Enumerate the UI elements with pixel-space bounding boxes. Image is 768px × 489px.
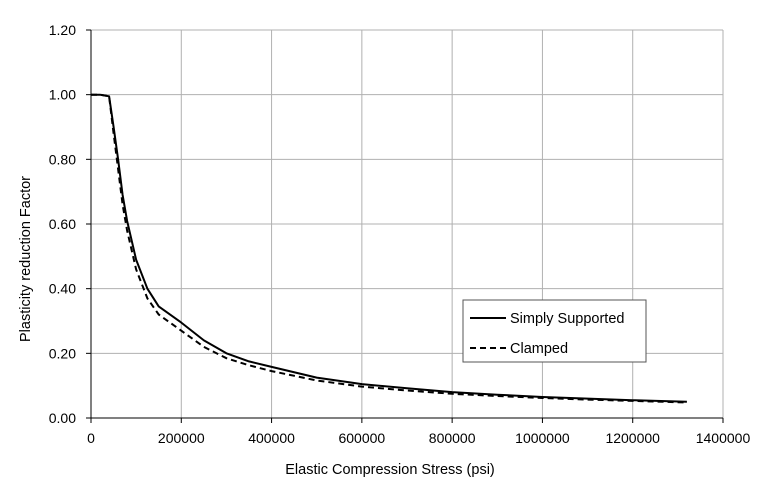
y-tick-label: 0.40 [49, 281, 76, 297]
y-tick-label: 1.20 [49, 22, 76, 38]
y-tick-label: 0.60 [49, 216, 76, 232]
x-tick-label: 1200000 [605, 430, 660, 446]
y-tick-label: 1.00 [49, 87, 76, 103]
x-tick-label: 600000 [338, 430, 385, 446]
x-tick-label: 1000000 [515, 430, 570, 446]
series-lines [91, 93, 687, 404]
grid [91, 29, 724, 418]
x-tick-label: 1400000 [696, 430, 751, 446]
legend: Simply Supported Clamped [462, 299, 647, 363]
y-axis-title: Plasticity reduction Factor [18, 176, 34, 342]
y-axis-ticks: 0.00 0.20 0.40 0.60 0.80 1.00 1.20 [49, 22, 91, 426]
y-tick-label: 0.80 [49, 151, 76, 167]
x-tick-label: 200000 [158, 430, 205, 446]
x-axis-ticks: 0 200000 400000 600000 800000 1000000 1200000 1… [87, 418, 750, 446]
series-line-simply-supported [91, 93, 687, 403]
y-tick-label: 0.00 [49, 410, 76, 426]
y-tick-label: 0.20 [49, 345, 76, 361]
legend-box [462, 299, 647, 363]
legend-label-clamped: Clamped [510, 341, 568, 357]
x-tick-label: 400000 [248, 430, 295, 446]
x-tick-label: 800000 [429, 430, 476, 446]
x-axis-title: Elastic Compression Stress (psi) [285, 462, 495, 478]
x-tick-label: 0 [87, 430, 95, 446]
legend-label-simply-supported: Simply Supported [510, 311, 624, 327]
series-line-clamped [91, 93, 687, 404]
